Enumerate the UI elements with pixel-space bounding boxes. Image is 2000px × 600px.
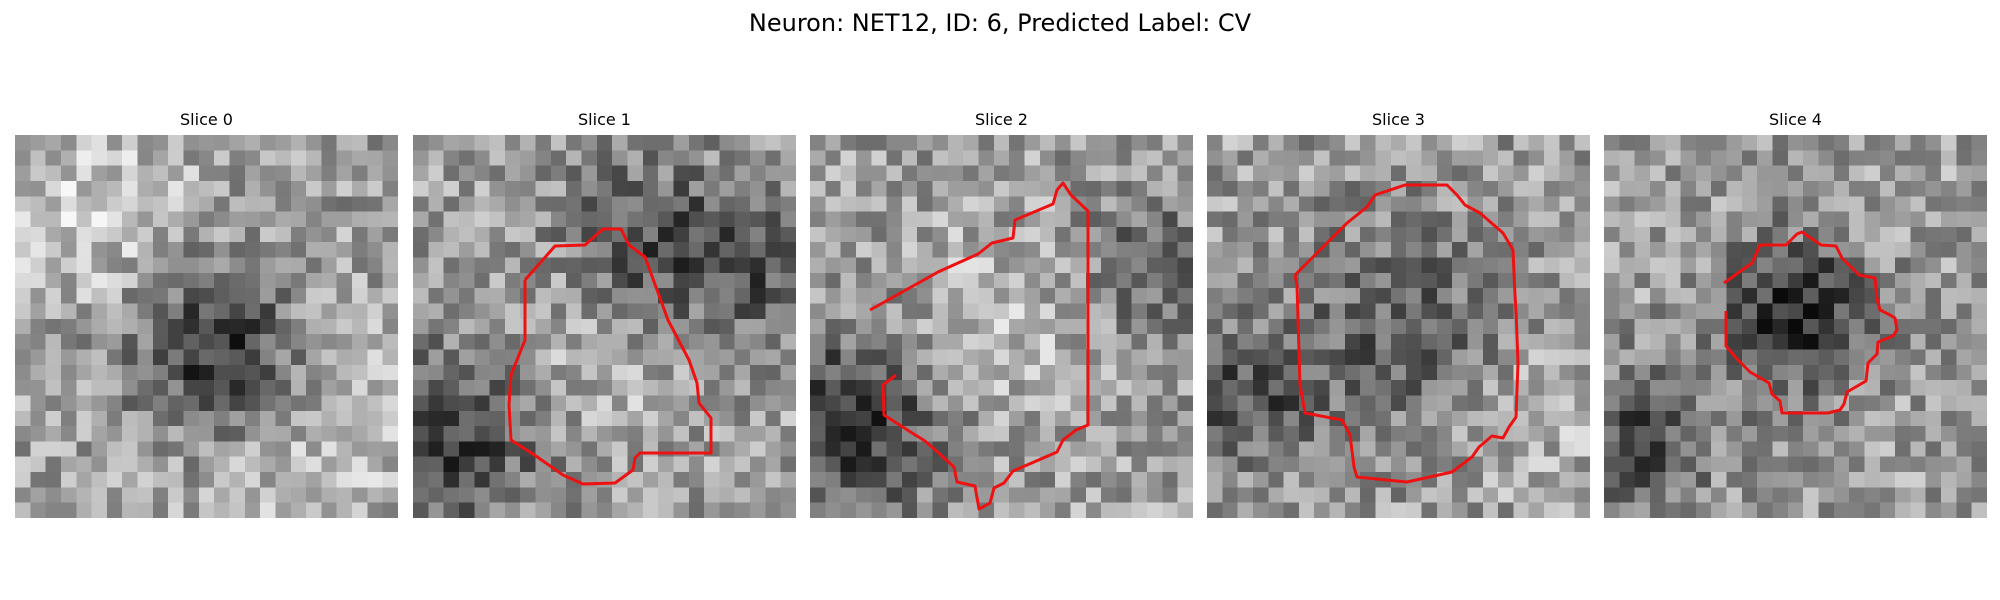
grayscale-image	[413, 135, 796, 518]
slice-image	[810, 135, 1193, 518]
contour-line	[1293, 183, 1520, 484]
slice-panel-3: Slice 3	[1207, 108, 1590, 518]
slice-title: Slice 1	[578, 110, 631, 129]
slice-title: Slice 2	[975, 110, 1028, 129]
grayscale-image	[15, 135, 398, 518]
grayscale-image	[1604, 135, 1987, 518]
figure-title: Neuron: NET12, ID: 6, Predicted Label: C…	[748, 9, 1252, 37]
slice-panel-2: Slice 2	[810, 108, 1193, 518]
slice-image	[413, 135, 796, 518]
slice-image	[15, 135, 398, 518]
slice-title: Slice 3	[1372, 110, 1425, 129]
slice-panel-0: Slice 0	[15, 108, 398, 518]
slice-title: Slice 4	[1769, 110, 1822, 129]
grayscale-image	[1207, 135, 1590, 518]
contour-line	[869, 181, 1090, 511]
contour-line	[507, 227, 713, 486]
slice-title: Slice 0	[180, 110, 233, 129]
slice-panel-1: Slice 1	[413, 108, 796, 518]
segmentation-contour	[507, 227, 713, 486]
contour-line	[1723, 230, 1899, 415]
slice-image	[1604, 135, 1987, 518]
grayscale-image	[810, 135, 1193, 518]
slice-image	[1207, 135, 1590, 518]
segmentation-contour	[1293, 183, 1520, 484]
segmentation-contour	[869, 181, 1090, 511]
slice-panel-4: Slice 4	[1604, 108, 1987, 518]
segmentation-contour	[1723, 230, 1899, 415]
